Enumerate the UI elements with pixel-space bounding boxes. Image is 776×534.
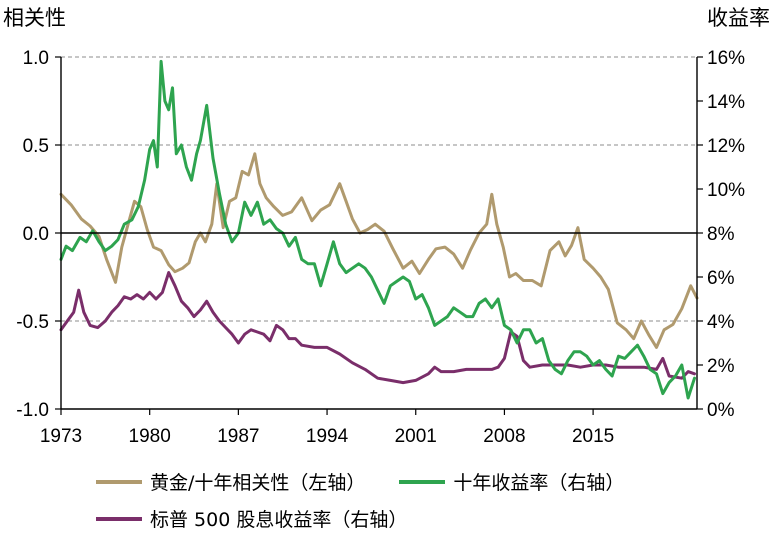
legend-item-ten-year-yield: 十年收益率（右轴） (399, 468, 624, 495)
right-tick-label: 16% (707, 48, 745, 69)
x-tick-label: 1987 (217, 426, 259, 447)
right-axis-title: 收益率 (707, 6, 770, 30)
x-tick-label: 2008 (483, 426, 525, 447)
legend-row-1: 黄金/十年相关性（左轴） 十年收益率（右轴） (96, 468, 658, 495)
x-tick-label: 1980 (129, 426, 171, 447)
legend-swatch-sp500-dividend-yield (96, 516, 142, 521)
left-axis-title: 相关性 (3, 6, 66, 30)
right-tick-label: 2% (707, 356, 735, 377)
legend-swatch-ten-year-yield (399, 479, 446, 484)
legend-swatch-gold-correlation (96, 479, 142, 484)
right-tick-label: 4% (707, 312, 735, 333)
series-line-0 (59, 152, 699, 349)
legend-label-sp500-dividend-yield: 标普 500 股息收益率（右轴） (150, 509, 408, 531)
left-tick-label: 0.0 (23, 224, 49, 245)
right-tick-label: 12% (707, 136, 745, 157)
x-tick-label: 1994 (306, 426, 349, 447)
right-tick-label: 10% (707, 180, 745, 201)
legend-label-gold-correlation: 黄金/十年相关性（左轴） (150, 472, 366, 494)
legend-item-sp500-dividend-yield: 标普 500 股息收益率（右轴） (96, 505, 407, 532)
left-tick-label: -0.5 (16, 312, 49, 333)
left-tick-label: 0.5 (23, 136, 49, 157)
right-tick-label: 6% (707, 268, 735, 289)
x-tick-label: 1973 (40, 426, 82, 447)
x-tick-label: 2001 (395, 426, 437, 447)
left-tick-label: -1.0 (16, 400, 49, 421)
right-tick-label: 0% (707, 400, 735, 421)
axes (55, 56, 703, 415)
legend-item-gold-correlation: 黄金/十年相关性（左轴） (96, 468, 365, 495)
series-line-1 (59, 59, 696, 400)
x-tick-label: 2015 (572, 426, 614, 447)
tick-labels: 1.0 0.5 0.0 -0.5 -1.0 16% 14% 12% 10% 8% 6% 4% 2% 0% 1… (16, 48, 745, 447)
legend-label-ten-year-yield: 十年收益率（右轴） (453, 472, 625, 494)
series-line-2 (59, 271, 696, 385)
series-lines (59, 59, 699, 400)
left-tick-label: 1.0 (23, 48, 49, 69)
legend-row-2: 标普 500 股息收益率（右轴） (96, 505, 441, 532)
right-tick-label: 8% (707, 224, 735, 245)
right-tick-label: 14% (707, 92, 745, 113)
